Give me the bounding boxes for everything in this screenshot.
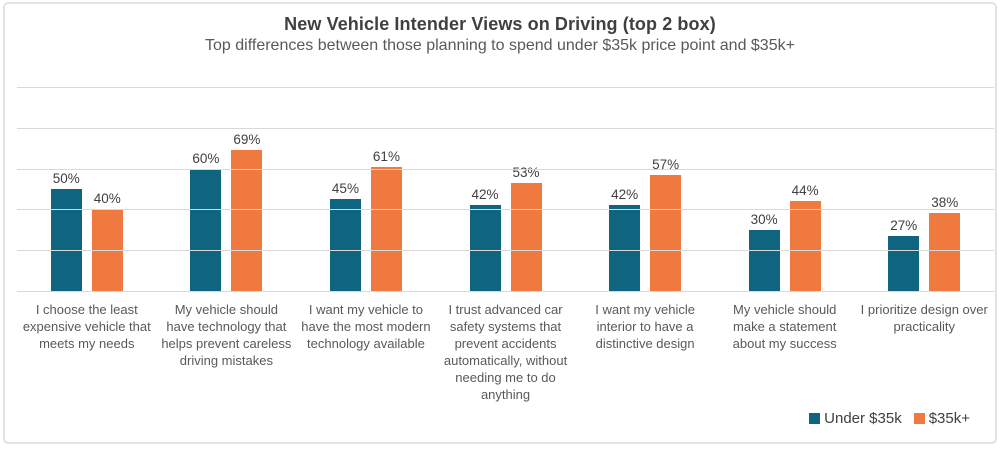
category-label-1: I choose the least expensive vehicle tha… [22, 302, 151, 351]
bar-under-35k [609, 205, 641, 291]
bar-group-3: 45% 61% [296, 47, 436, 291]
legend-item-under-35k: Under $35k [809, 410, 902, 427]
bar-group-6: 30% 44% [715, 47, 855, 291]
category-label-5: I want my vehicle interior to have a dis… [595, 302, 695, 351]
bar-wrap-35k: 57% [650, 156, 682, 291]
chart-card: New Vehicle Intender Views on Driving (t… [3, 2, 997, 444]
bar-wrap-under-35k: 42% [469, 187, 501, 291]
category-label-2: My vehicle should have technology that h… [161, 302, 292, 368]
bar-value-label: 50% [52, 171, 80, 186]
bar-wrap-35k: 40% [91, 191, 123, 291]
bar-35k [231, 150, 263, 291]
category-label-3: I want my vehicle to have the most moder… [301, 302, 431, 351]
bar-35k [510, 182, 542, 291]
legend-label: $35k+ [928, 410, 970, 427]
bar-value-label: 45% [331, 181, 359, 197]
bar-under-35k [50, 189, 82, 291]
bar-under-35k [888, 235, 920, 291]
category-label-6: My vehicle should make a statement about… [732, 302, 837, 351]
bar-wrap-under-35k: 45% [329, 181, 361, 291]
legend-label: Under $35k [824, 410, 902, 427]
legend-swatch-icon [809, 413, 821, 424]
bar-value-label: 30% [750, 211, 778, 227]
bar-35k [370, 166, 402, 291]
legend-swatch-icon [913, 413, 925, 424]
chart-subtitle: Top differences between those planning t… [205, 37, 795, 54]
bar-wrap-under-35k: 30% [748, 211, 780, 291]
bar-group-7: 27% 38% [854, 47, 994, 291]
gridline-40 [17, 209, 994, 211]
bar-value-label: 27% [890, 217, 918, 233]
bar-wrap-under-35k: 27% [888, 217, 920, 291]
bar-value-label: 60% [192, 150, 220, 166]
bar-value-label: 40% [93, 191, 121, 207]
gridline-20 [17, 250, 994, 252]
chart-title: New Vehicle Intender Views on Driving (t… [284, 14, 716, 34]
legend: Under $35k $35k+ [809, 410, 970, 427]
bar-value-label: 38% [931, 195, 959, 211]
bar-value-label: 42% [471, 187, 499, 203]
bar-wrap-35k: 53% [510, 164, 542, 291]
bar-under-35k [190, 168, 222, 291]
bar-value-label: 57% [652, 156, 680, 172]
bar-wrap-35k: 44% [789, 183, 821, 291]
bar-wrap-under-35k: 42% [609, 187, 641, 291]
plot-area: 50% 40% 60% 69% 45% 61% 42% 53% 42% 57% 30% 44% 27% 3… [17, 87, 994, 292]
bar-groups: 50% 40% 60% 69% 45% 61% 42% 53% 42% 57% 30% 44% 27% 3… [17, 47, 994, 291]
gridline-60 [17, 168, 994, 170]
category-label-7: I prioritize design over practicality [860, 302, 988, 334]
bar-under-35k [329, 199, 361, 291]
gridline-80 [17, 127, 994, 129]
bar-35k [929, 213, 961, 291]
bar-value-label: 44% [791, 183, 819, 199]
bar-wrap-35k: 69% [231, 132, 263, 291]
category-axis: I choose the least expensive vehicle tha… [17, 301, 994, 403]
bar-value-label: 61% [372, 148, 400, 164]
bar-wrap-35k: 61% [370, 148, 402, 291]
bar-value-label: 42% [611, 187, 639, 203]
category-label-4: I trust advanced car safety systems that… [443, 302, 568, 402]
legend-item-35k: $35k+ [913, 410, 970, 427]
bar-value-label: 69% [233, 132, 261, 148]
bar-wrap-35k: 38% [929, 195, 961, 291]
bar-under-35k [469, 205, 501, 291]
gridline-100 [17, 87, 994, 88]
bar-value-label: 53% [512, 164, 540, 180]
bar-wrap-under-35k: 60% [190, 150, 222, 291]
bar-group-4: 42% 53% [436, 47, 576, 291]
bar-wrap-under-35k: 50% [50, 171, 82, 291]
bar-35k [789, 201, 821, 291]
bar-group-5: 42% 57% [575, 47, 715, 291]
bar-under-35k [748, 229, 780, 291]
bar-35k [650, 174, 682, 291]
bar-group-2: 60% 69% [157, 47, 297, 291]
